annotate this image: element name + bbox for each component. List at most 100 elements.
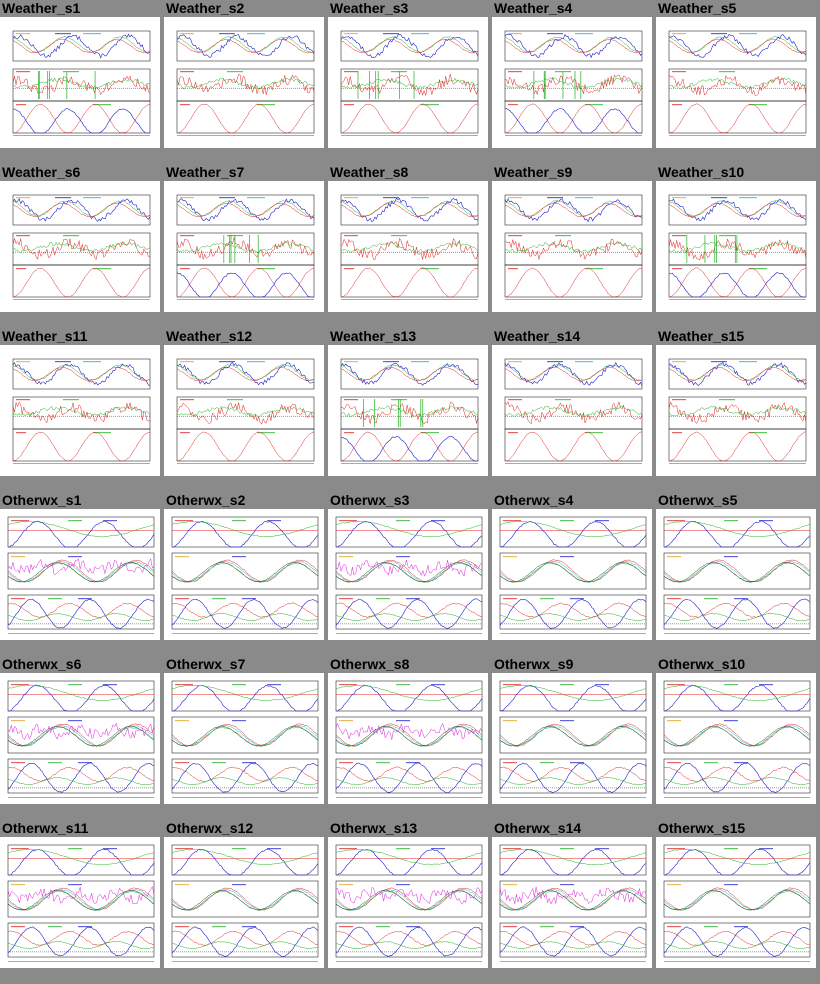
thumbnail-title: Weather_s14	[494, 328, 581, 344]
thumbnail-plot	[0, 181, 160, 312]
thumbnail-cell[interactable]: Otherwx_s5	[656, 492, 820, 656]
legend-label	[103, 684, 117, 686]
thumbnail-cell[interactable]: Weather_s13	[328, 328, 492, 492]
thumbnail-cell[interactable]: Weather_s9	[492, 164, 656, 328]
legend-label	[503, 884, 517, 886]
thumbnail-cell[interactable]: Weather_s15	[656, 328, 820, 492]
thumbnail-title: Otherwx_s11	[2, 820, 89, 836]
thumbnail-title: Weather_s1	[2, 0, 81, 16]
noise-line	[335, 722, 483, 740]
thumbnail-cell[interactable]: Otherwx_s4	[492, 492, 656, 656]
flux-line	[499, 926, 647, 957]
legend-label	[232, 684, 246, 686]
legend-label	[93, 104, 111, 106]
thumbnail-cell[interactable]: Otherwx_s6	[0, 656, 164, 820]
legend-label	[739, 197, 757, 199]
legend-label	[672, 104, 682, 106]
temp4-line	[171, 890, 319, 911]
x-axis	[341, 135, 478, 136]
thumbnail-cell[interactable]: Otherwx_s10	[656, 656, 820, 820]
thumbnail-title: Otherwx_s14	[494, 820, 582, 836]
dew-line	[340, 38, 479, 54]
legend-label	[344, 432, 354, 434]
temp-line	[340, 36, 479, 53]
plot-frame	[504, 194, 643, 226]
x-axis	[664, 797, 810, 798]
temp-line	[12, 200, 151, 217]
plot-frame	[499, 758, 647, 794]
plot-svg	[340, 30, 479, 136]
plot-svg	[176, 194, 315, 300]
temp3-line	[7, 562, 155, 583]
legend-label	[232, 556, 246, 558]
legend-label	[540, 762, 554, 764]
temp3-line	[7, 726, 155, 747]
plot-frame	[171, 594, 319, 630]
solar-line	[8, 684, 155, 712]
thumbnail-cell[interactable]: Otherwx_s11	[0, 820, 164, 984]
legend-label	[219, 33, 235, 35]
pressure-line	[12, 401, 151, 424]
thumbnail-cell[interactable]: Weather_s3	[328, 0, 492, 164]
legend-label	[257, 104, 275, 106]
legend-label	[667, 884, 681, 886]
temp3-line	[7, 890, 155, 911]
radiation-line	[340, 103, 479, 134]
soilw-line	[335, 941, 483, 949]
thumbnail-cell[interactable]: Weather_s10	[656, 164, 820, 328]
temp1-line	[663, 559, 811, 583]
thumbnail-cell[interactable]: Weather_s7	[164, 164, 328, 328]
legend-label	[180, 268, 190, 270]
legend-label	[508, 268, 518, 270]
legend-label	[242, 926, 256, 928]
thumbnail-cell[interactable]: Weather_s6	[0, 164, 164, 328]
legend-label	[508, 33, 522, 35]
legend-label	[406, 762, 420, 764]
dew-line	[504, 38, 643, 54]
thumbnail-cell[interactable]: Otherwx_s15	[656, 820, 820, 984]
thumbnail-cell[interactable]: Weather_s1	[0, 0, 164, 164]
thumbnail-cell[interactable]: Otherwx_s9	[492, 656, 656, 820]
plot-svg	[7, 516, 155, 634]
thumbnail-cell[interactable]: Weather_s2	[164, 0, 328, 164]
thumbnail-cell[interactable]: Weather_s12	[164, 328, 328, 492]
flux-line	[7, 598, 155, 629]
thumbnail-cell[interactable]: Weather_s5	[656, 0, 820, 164]
plot-svg	[171, 516, 319, 634]
solar-line	[176, 272, 314, 298]
temp4-line	[499, 725, 647, 747]
plot-frame	[335, 844, 483, 876]
plot-frame	[504, 30, 643, 62]
thumbnail-cell[interactable]: Otherwx_s7	[164, 656, 328, 820]
soil-line	[171, 685, 319, 702]
thumbnail-plot	[656, 345, 816, 476]
thumbnail-cell[interactable]: Otherwx_s13	[328, 820, 492, 984]
thumbnail-cell[interactable]: Otherwx_s1	[0, 492, 164, 656]
thumbnail-cell[interactable]: Otherwx_s14	[492, 820, 656, 984]
thumbnail-cell[interactable]: Weather_s8	[328, 164, 492, 328]
temp1-line	[335, 887, 483, 911]
thumbnail-cell[interactable]: Weather_s11	[0, 328, 164, 492]
thumbnail-cell[interactable]: Otherwx_s3	[328, 492, 492, 656]
legend-label	[376, 598, 390, 600]
soil-line	[171, 521, 319, 538]
legend-label	[711, 197, 727, 199]
flux-line	[499, 598, 647, 629]
solar-line	[340, 436, 478, 462]
legend-label	[344, 33, 358, 35]
solar-line	[504, 107, 642, 134]
plot-svg	[499, 516, 647, 634]
thumbnail-title: Otherwx_s13	[330, 820, 418, 836]
legend-label	[508, 235, 522, 237]
legend-label	[383, 361, 399, 363]
thumbnail-cell[interactable]: Otherwx_s12	[164, 820, 328, 984]
temp3-line	[499, 890, 647, 911]
thumbnail-cell[interactable]: Otherwx_s8	[328, 656, 492, 820]
thumbnail-title: Otherwx_s9	[494, 656, 574, 672]
thumbnail-cell[interactable]: Weather_s14	[492, 328, 656, 492]
thumbnail-title: Weather_s3	[330, 0, 409, 16]
flux-line	[499, 762, 647, 793]
thumbnail-cell[interactable]: Weather_s4	[492, 0, 656, 164]
thumbnail-cell[interactable]: Otherwx_s2	[164, 492, 328, 656]
legend-label	[396, 684, 410, 686]
